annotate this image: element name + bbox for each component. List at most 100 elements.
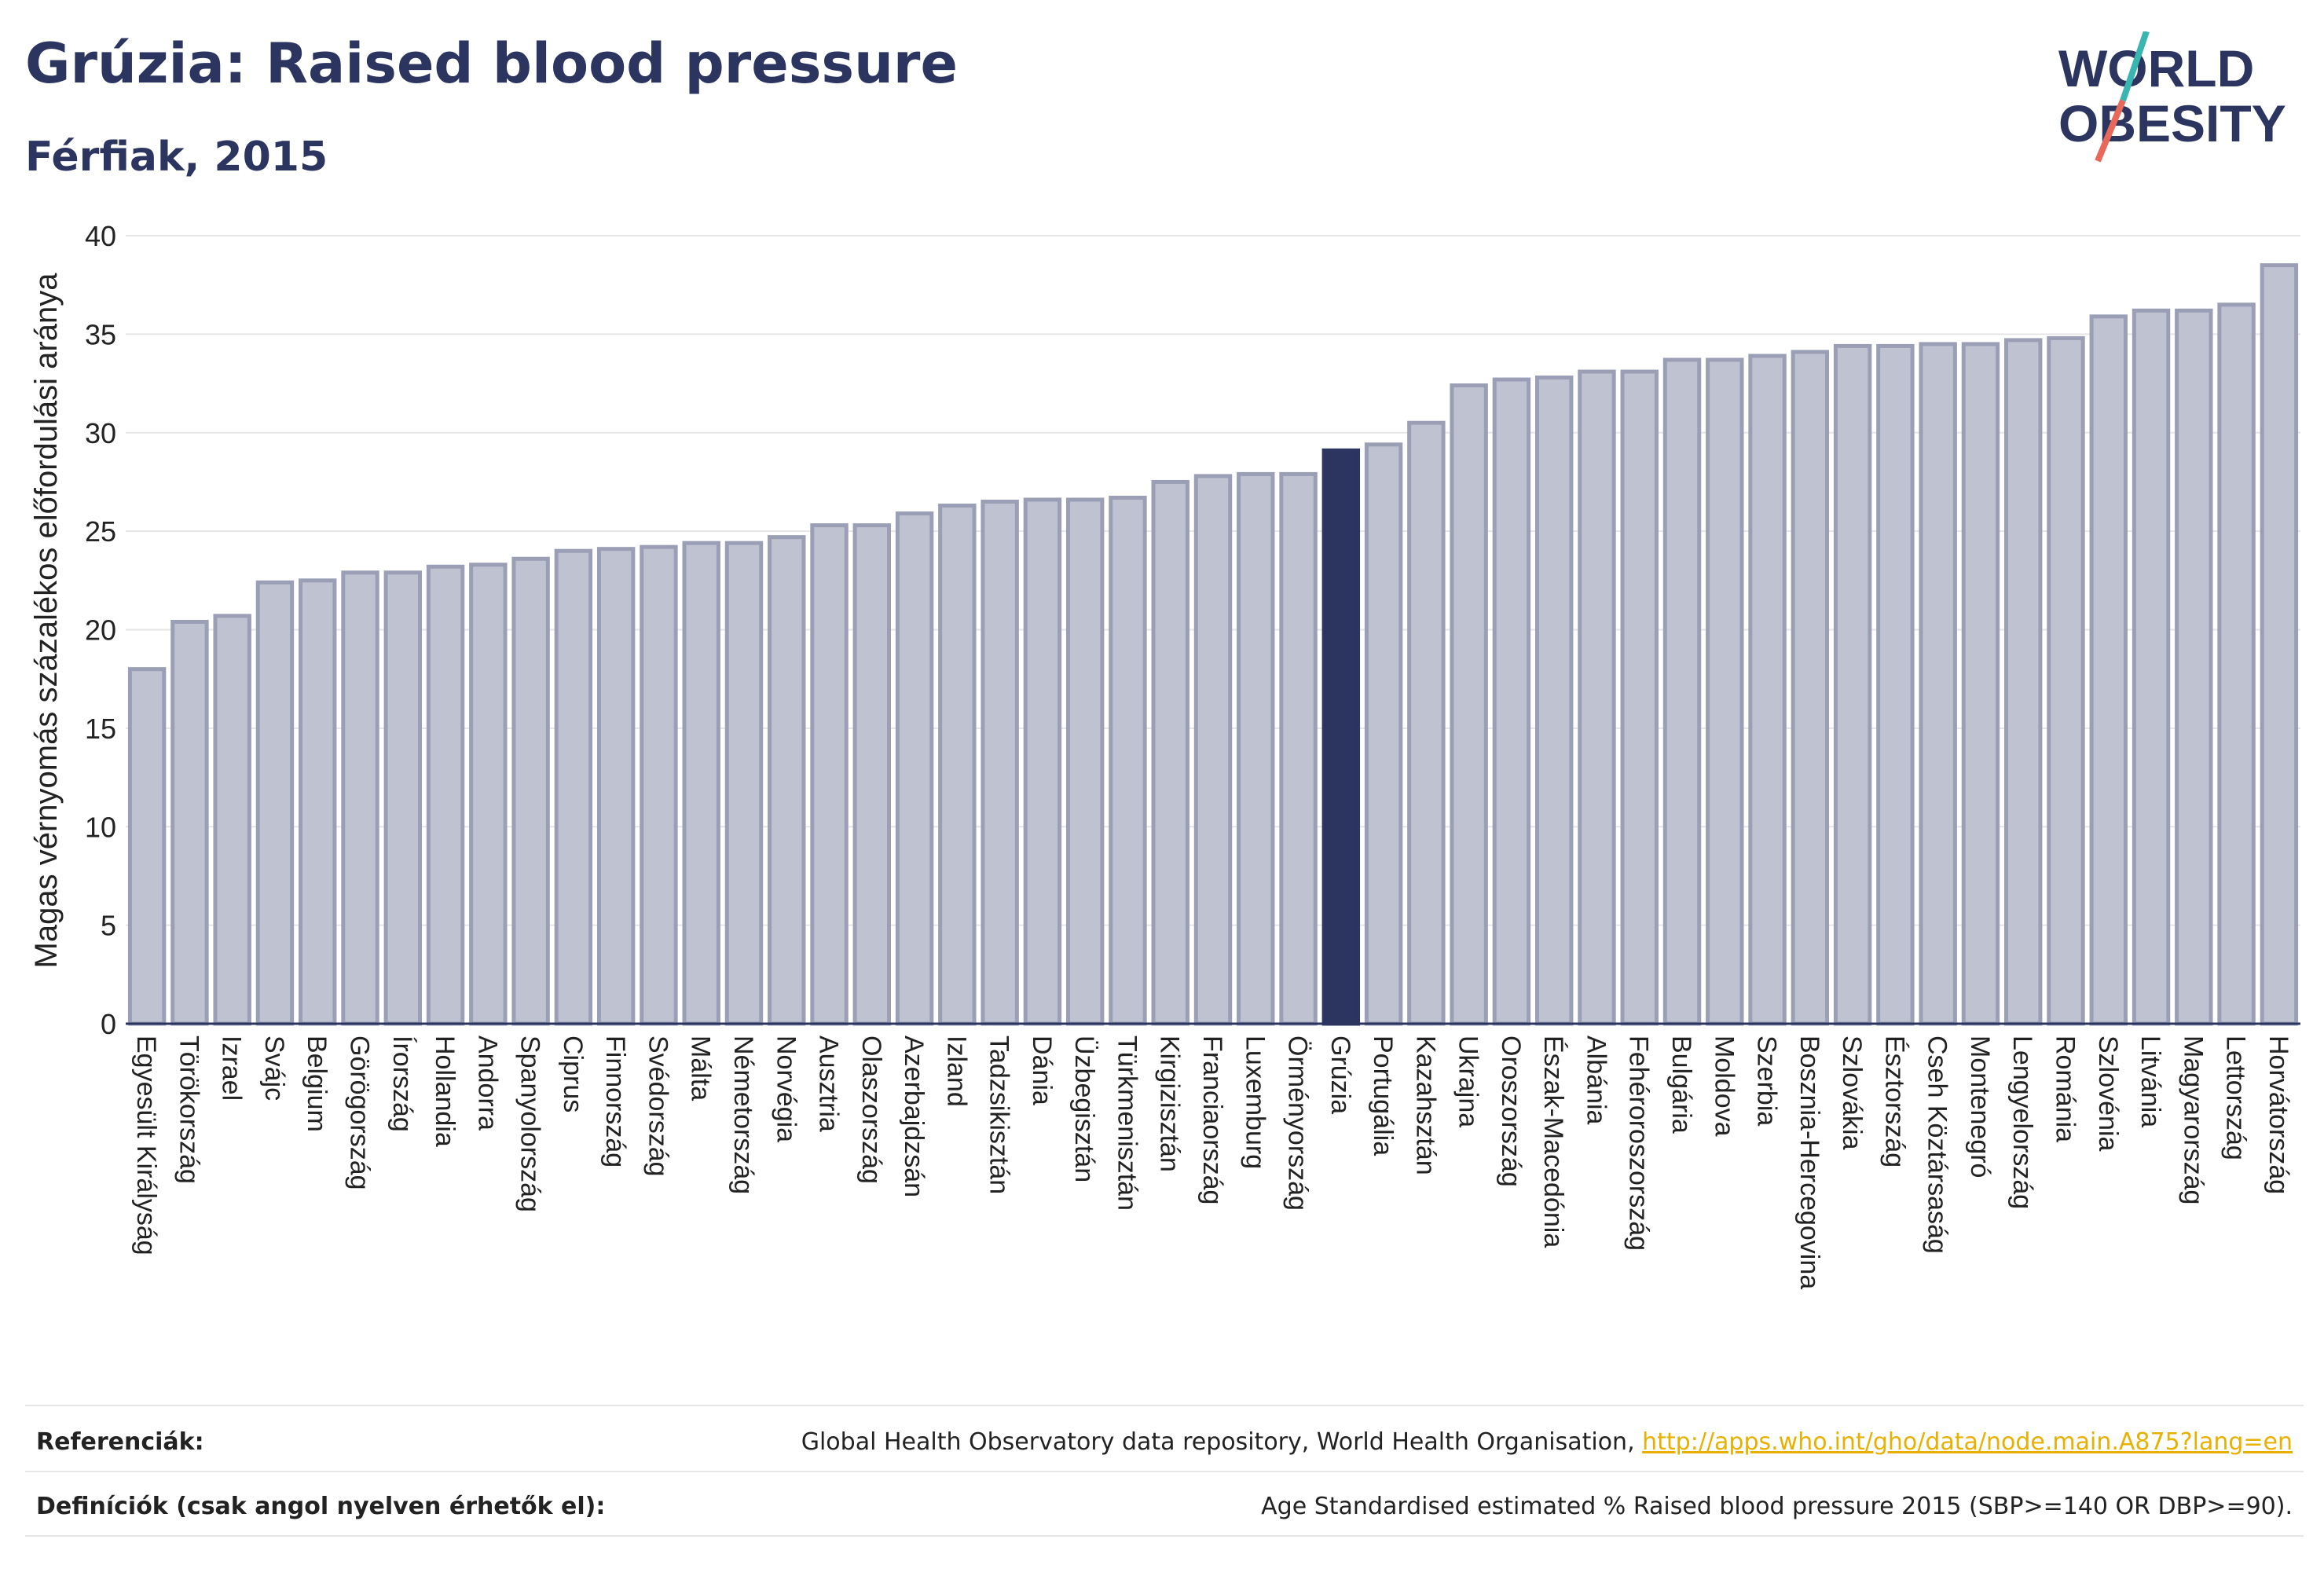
chart-subtitle: Férfiak, 2015 <box>25 134 328 181</box>
x-tick-label: Horvátország <box>2264 1035 2293 1194</box>
world-obesity-logo: WORLD OBESITY <box>2058 31 2286 163</box>
footer-divider-bottom <box>25 1535 2304 1537</box>
bar-Írország <box>383 570 422 1026</box>
x-tick-label: Montenegró <box>1965 1035 1995 1178</box>
x-tick-label: Egyesült Királyság <box>131 1035 161 1255</box>
bar-Románia <box>2047 335 2085 1026</box>
x-tick-label: Görögország <box>345 1035 375 1190</box>
bar-Szerbia <box>1748 354 1787 1026</box>
chart-title: Grúzia: Raised blood pressure <box>25 31 958 96</box>
bar-Luxemburg <box>1237 471 1275 1026</box>
bar-Egyesült Királyság <box>127 667 167 1026</box>
references-link[interactable]: http://apps.who.int/gho/data/node.main.A… <box>1642 1428 2293 1456</box>
bar-Szlovénia <box>2089 314 2128 1026</box>
y-tick-label: 5 <box>101 910 116 942</box>
bar-Svájc <box>255 580 295 1026</box>
x-tick-label: Luxemburg <box>1240 1035 1270 1169</box>
bar-Málta <box>682 541 720 1026</box>
x-tick-label: Andorra <box>472 1035 502 1131</box>
bar-Bulgária <box>1662 357 1702 1026</box>
bar-Oroszország <box>1492 377 1531 1026</box>
x-tick-label: Észtország <box>1879 1035 1909 1167</box>
bar-Moldova <box>1706 357 1744 1026</box>
bar-Hollandia <box>426 564 465 1026</box>
x-tick-label: Ukrajna <box>1453 1035 1483 1127</box>
bar-Ausztria <box>810 523 849 1026</box>
x-tick-label: Grúzia <box>1325 1035 1355 1114</box>
bar-Grúzia <box>1321 448 1361 1026</box>
bar-Törökország <box>170 619 209 1026</box>
x-tick-label: Törökország <box>174 1035 203 1184</box>
bar-Tadzsikisztán <box>981 500 1019 1026</box>
x-tick-label: Bulgária <box>1666 1035 1696 1134</box>
x-tick-label: Szlovénia <box>2093 1035 2123 1152</box>
x-tick-label: Svédország <box>643 1035 673 1177</box>
x-tick-label: Németország <box>728 1035 758 1194</box>
bar-Belgium <box>299 578 337 1026</box>
x-tick-label: Szlovákia <box>1837 1035 1867 1150</box>
bar-Izland <box>938 504 977 1026</box>
y-tick-label: 15 <box>85 713 116 745</box>
x-tick-label: Portugália <box>1368 1035 1398 1156</box>
y-tick-label: 0 <box>101 1008 116 1040</box>
x-tick-label: Belgium <box>302 1035 332 1132</box>
bar-Észtország <box>1876 343 1915 1026</box>
definitions-label: Definíciók (csak angol nyelven érhetők e… <box>36 1493 606 1520</box>
x-tick-label: Finnország <box>600 1035 630 1167</box>
bar-Albánia <box>1578 369 1616 1026</box>
bars <box>127 263 2299 1026</box>
x-tick-label: Kirgizisztán <box>1155 1035 1185 1172</box>
x-tick-label: Málta <box>686 1035 716 1101</box>
bar-Horvátország <box>2260 263 2299 1026</box>
logo-text-obesity: OBESITY <box>2058 94 2286 152</box>
bar-Kazahsztán <box>1407 420 1446 1026</box>
bar-Görögország <box>341 570 379 1026</box>
x-tick-label: Románia <box>2050 1035 2080 1142</box>
x-tick-label: Norvégia <box>771 1035 801 1142</box>
bar-Észak-Macedónia <box>1534 376 1574 1026</box>
x-tick-label: Türkmenisztán <box>1112 1035 1142 1211</box>
bar-chart: 0 5 10 15 20 25 30 35 40 Egyesült Királyság Török… <box>29 220 2300 1289</box>
definitions-text: Age Standardised estimated % Raised bloo… <box>1261 1493 2293 1520</box>
bar-Svédország <box>640 544 678 1026</box>
bar-Franciaország <box>1193 474 1233 1026</box>
x-tick-label: Szerbia <box>1752 1035 1782 1126</box>
bar-Üzbegisztán <box>1065 497 1105 1026</box>
bar-Ukrajna <box>1450 383 1488 1026</box>
x-tick-label: Izland <box>941 1035 971 1107</box>
footer-divider-middle <box>25 1471 2304 1472</box>
bar-Lengyelország <box>2004 338 2043 1026</box>
x-tick-label: Lengyelország <box>2007 1035 2037 1209</box>
bar-Magyarország <box>2175 308 2213 1026</box>
y-tick-label: 35 <box>85 318 116 350</box>
x-tick-label: Ausztria <box>814 1035 844 1132</box>
x-tick-label: Észak-Macedónia <box>1538 1035 1568 1248</box>
bar-Portugália <box>1364 442 1403 1026</box>
y-tick-label: 30 <box>85 417 116 449</box>
bar-Szlovákia <box>1833 343 1872 1026</box>
x-tick-label: Moldova <box>1709 1035 1739 1137</box>
x-tick-label: Olaszország <box>856 1035 886 1184</box>
bar-Finnország <box>596 547 636 1026</box>
x-tick-label: Izrael <box>217 1035 247 1101</box>
x-tick-label: Franciaország <box>1197 1035 1227 1204</box>
bar-Olaszország <box>852 523 892 1026</box>
bar-Lettország <box>2217 302 2256 1026</box>
x-tick-label: Spanyolország <box>515 1035 545 1212</box>
x-tick-labels: Egyesült Királyság Törökország Izrael Svájc… <box>131 1035 2293 1289</box>
references-text: Global Health Observatory data repositor… <box>801 1428 2293 1456</box>
bar-Andorra <box>469 563 508 1026</box>
bar-Izrael <box>213 614 251 1026</box>
x-tick-label: Cseh Köztársaság <box>1923 1035 1952 1254</box>
references-label: Referenciák: <box>36 1428 204 1456</box>
logo-coral-slash <box>2095 99 2126 163</box>
x-tick-label: Kazahsztán <box>1410 1035 1440 1175</box>
x-tick-label: Oroszország <box>1496 1035 1526 1187</box>
x-tick-label: Albánia <box>1581 1035 1611 1125</box>
y-tick-label: 25 <box>85 515 116 548</box>
bar-Kirgizisztán <box>1151 479 1189 1026</box>
bar-Montenegró <box>1961 342 2000 1026</box>
x-tick-label: Litvánia <box>2135 1035 2165 1127</box>
logo-teal-slash <box>2120 31 2150 102</box>
bar-Örményország <box>1279 471 1318 1026</box>
